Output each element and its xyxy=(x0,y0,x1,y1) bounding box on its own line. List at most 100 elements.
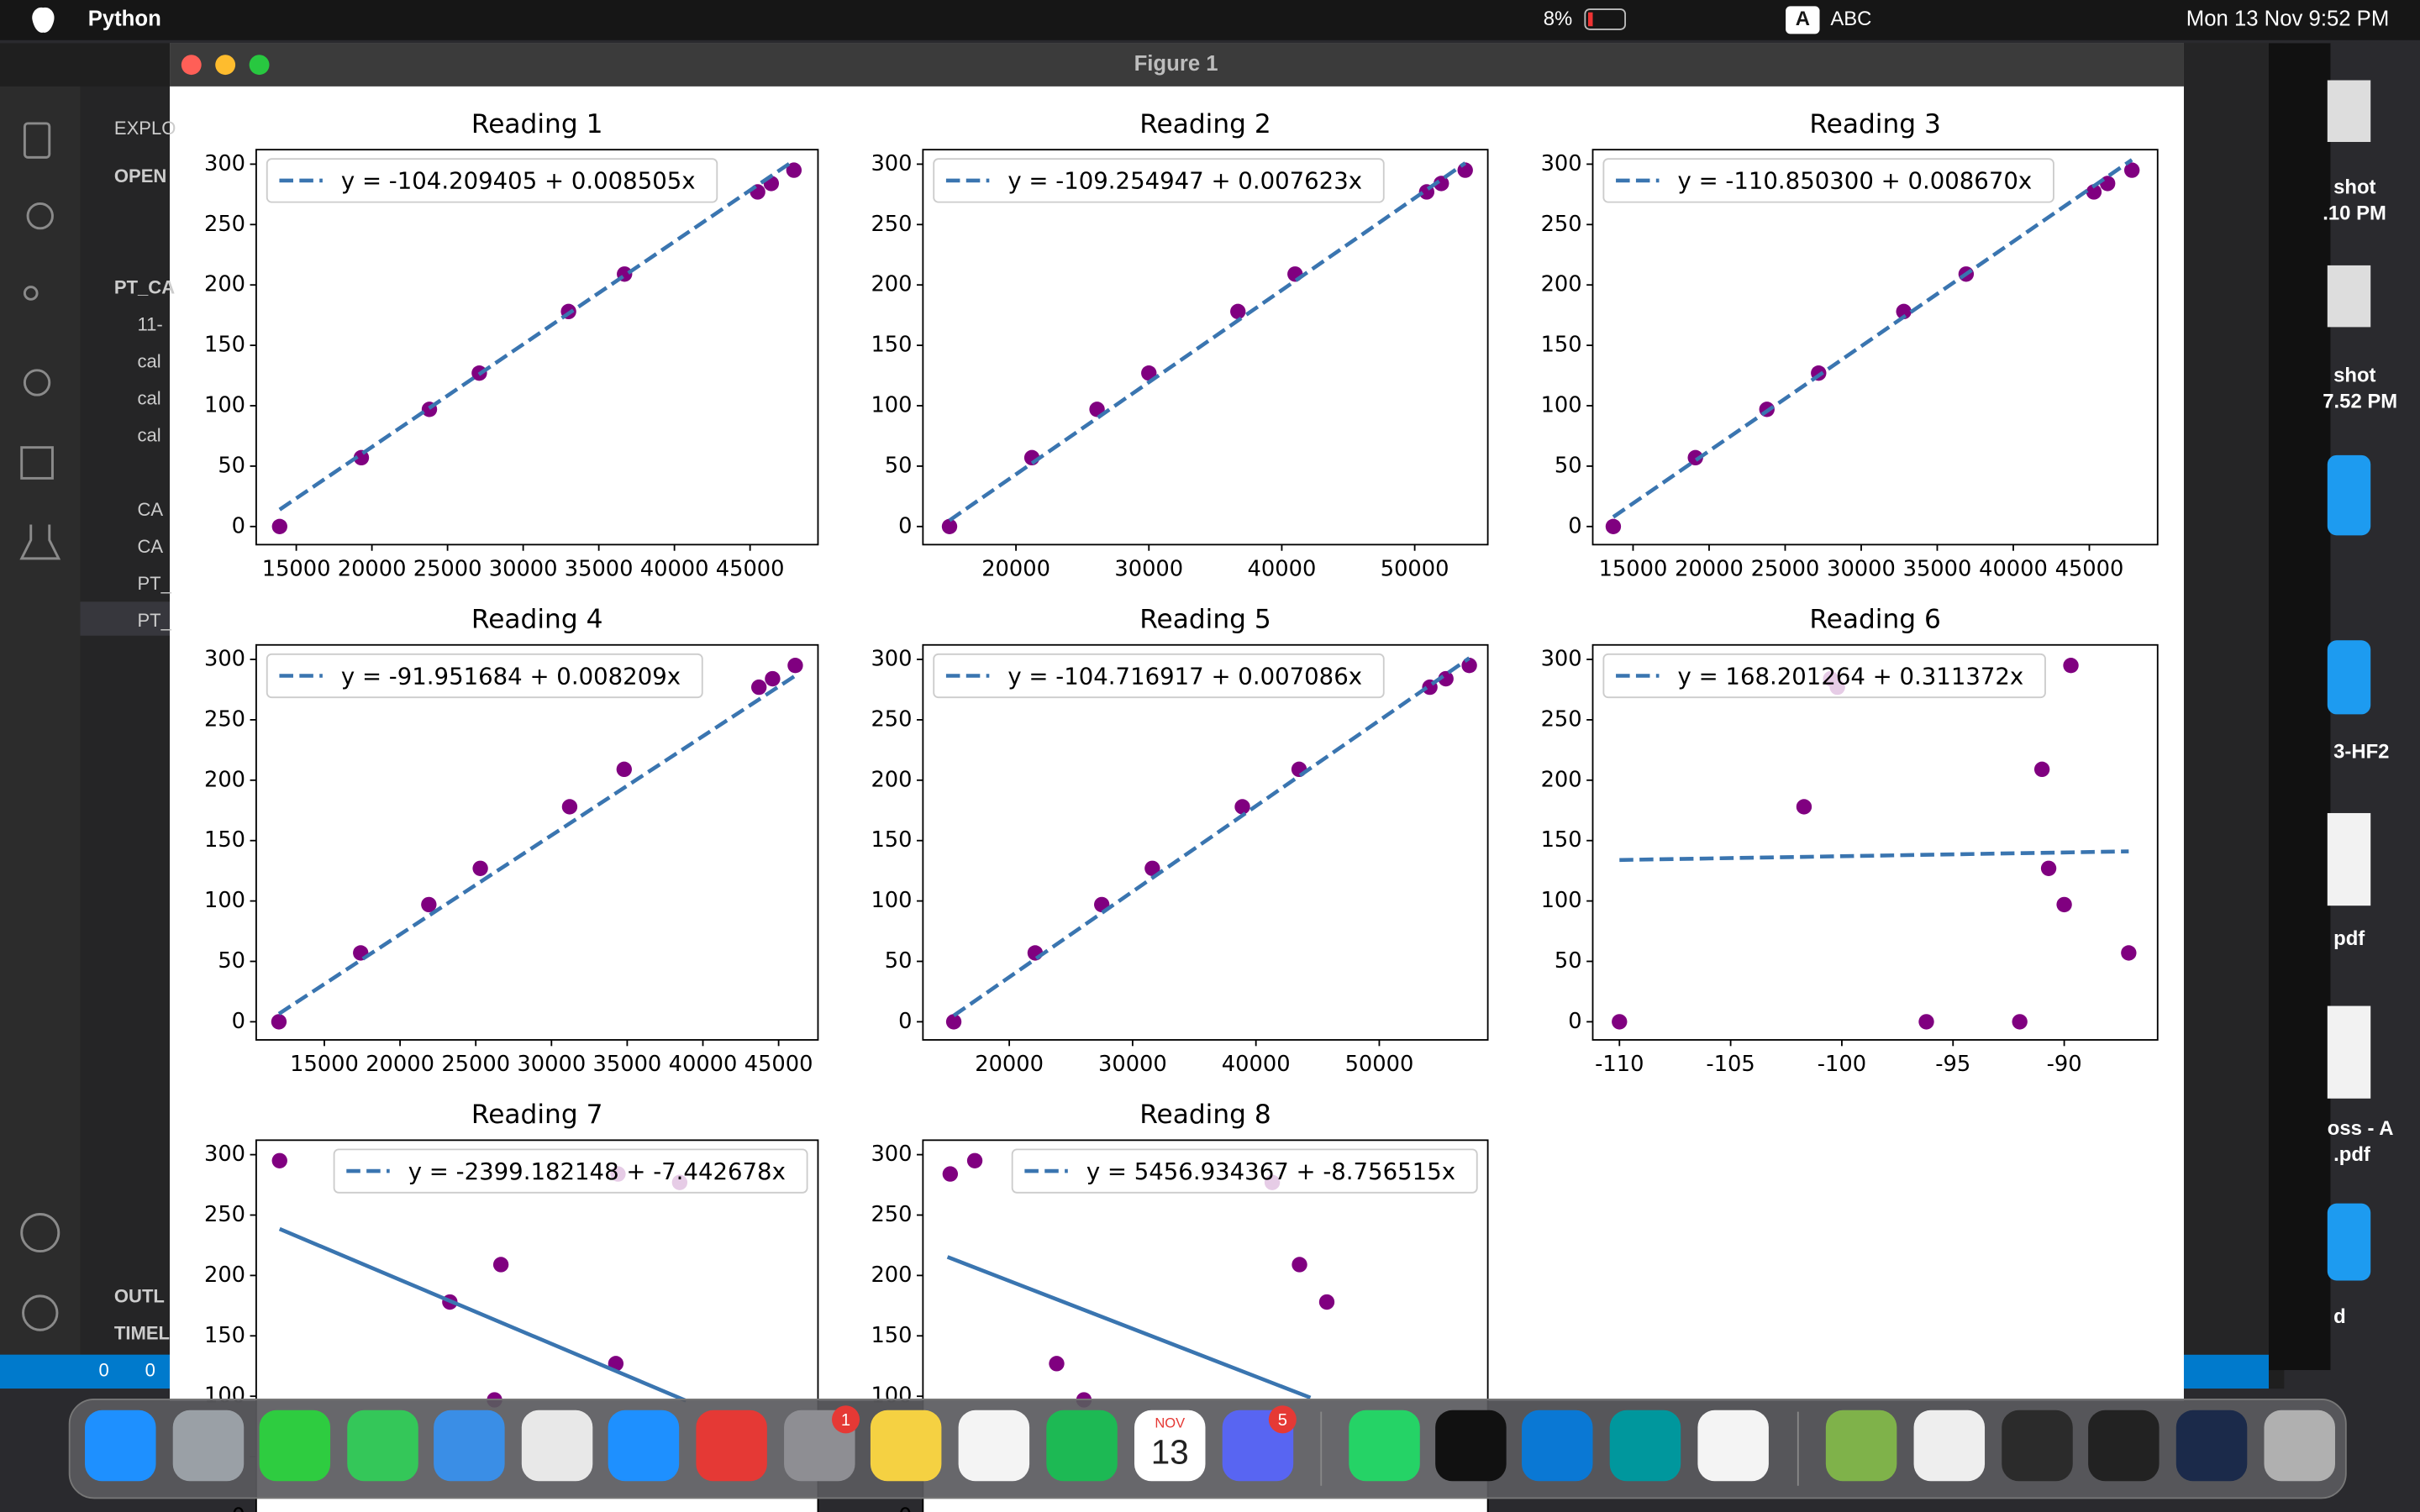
fit-line xyxy=(278,159,796,512)
sidebar-item[interactable]: PT_CA xyxy=(114,276,175,297)
dock-icon[interactable] xyxy=(696,1410,767,1482)
sidebar-item[interactable]: PT_ xyxy=(137,573,171,594)
dock-icon[interactable] xyxy=(608,1410,680,1482)
desktop-label[interactable]: .10 PM xyxy=(2323,202,2386,225)
input-badge-label: A xyxy=(1796,8,1810,30)
desktop-label[interactable]: .pdf xyxy=(2333,1143,2370,1166)
dock-icon[interactable] xyxy=(1046,1410,1118,1482)
y-tick-label: 300 xyxy=(204,151,245,176)
dock-icon[interactable] xyxy=(958,1410,1030,1482)
dock-icon[interactable] xyxy=(1609,1410,1681,1482)
dock-icon[interactable] xyxy=(1522,1410,1593,1482)
x-tick-label: 40000 xyxy=(1248,556,1317,581)
x-tick-label: 40000 xyxy=(1979,556,2048,581)
minimize-button[interactable] xyxy=(215,55,236,76)
desktop-label[interactable]: pdf xyxy=(2333,927,2365,950)
desktop-label[interactable]: oss - A xyxy=(2328,1117,2394,1140)
y-tick-label: 250 xyxy=(204,212,245,237)
x-tick-label: 30000 xyxy=(1098,1052,1167,1077)
y-tick-label: 0 xyxy=(898,1504,912,1512)
data-point xyxy=(1687,449,1703,466)
dock-icon[interactable] xyxy=(2175,1410,2248,1482)
x-tick-label: 45000 xyxy=(2055,556,2124,581)
desktop-label[interactable]: 3-HF2 xyxy=(2333,741,2389,764)
data-point xyxy=(1230,303,1246,320)
dock-icon[interactable] xyxy=(434,1410,505,1482)
data-point xyxy=(1291,761,1307,778)
desktop-label[interactable]: shot xyxy=(2333,364,2375,386)
dock-icon[interactable] xyxy=(1913,1410,1986,1482)
legend-label: y = -110.850300 + 0.008670x xyxy=(1678,168,2033,195)
data-point xyxy=(966,1152,983,1168)
sidebar-item[interactable]: EXPLO xyxy=(114,118,176,139)
desktop-label[interactable]: shot xyxy=(2333,176,2375,198)
dock-icon[interactable] xyxy=(347,1410,418,1482)
dock-icon[interactable] xyxy=(2264,1410,2335,1482)
y-tick-label: 300 xyxy=(204,647,245,672)
close-button[interactable] xyxy=(181,55,202,76)
dock-icon[interactable] xyxy=(870,1410,942,1482)
y-tick-label: 250 xyxy=(1541,706,1582,732)
data-point xyxy=(945,1014,962,1030)
dock-icon[interactable] xyxy=(1134,1410,1206,1482)
dock-icon[interactable] xyxy=(1825,1410,1897,1482)
x-tick-label: 40000 xyxy=(1222,1052,1291,1077)
dock-icon[interactable] xyxy=(259,1410,331,1482)
subplot: Reading 1 0 50 100 150 200 250 300 15000 20000 250… xyxy=(204,109,819,581)
y-tick-label: 100 xyxy=(204,888,245,913)
y-tick-label: 150 xyxy=(204,333,245,358)
dock-icon[interactable] xyxy=(1697,1410,1769,1482)
sidebar-item[interactable]: CA xyxy=(137,499,163,520)
y-tick-label: 0 xyxy=(1568,1009,1581,1034)
dock-icon[interactable] xyxy=(1349,1410,1420,1482)
desktop-label[interactable]: 7.52 PM xyxy=(2323,391,2397,413)
y-tick-label: 200 xyxy=(204,767,245,792)
dock-icon[interactable] xyxy=(2002,1410,2073,1482)
subplot-title: Reading 2 xyxy=(1139,109,1271,139)
x-tick-label: -110 xyxy=(1595,1052,1644,1077)
sidebar-item[interactable]: 11- xyxy=(137,313,162,334)
input-badge[interactable] xyxy=(1786,6,1820,34)
app-name[interactable]: Python xyxy=(88,8,161,31)
apple-logo[interactable] xyxy=(32,7,55,33)
sidebar-item[interactable]: cal xyxy=(137,388,160,409)
x-tick-label: 15000 xyxy=(290,1052,359,1077)
legend-label: y = -91.951684 + 0.008209x xyxy=(341,663,681,690)
sidebar-item[interactable]: cal xyxy=(137,350,160,371)
battery-icon[interactable] xyxy=(1584,8,1626,30)
zoom-button[interactable] xyxy=(249,55,270,76)
subplot-title: Reading 7 xyxy=(471,1100,603,1130)
data-point xyxy=(787,658,803,674)
dock-icon[interactable] xyxy=(1435,1410,1507,1482)
dock-icon[interactable] xyxy=(85,1410,156,1482)
file-icon xyxy=(2327,80,2371,142)
desktop-label[interactable]: d xyxy=(2333,1305,2346,1328)
y-tick-label: 250 xyxy=(204,1202,245,1227)
folder-icon xyxy=(2327,454,2371,536)
dock-icon[interactable] xyxy=(521,1410,593,1482)
sidebar-item[interactable]: CA xyxy=(137,536,163,557)
icon-debug xyxy=(23,369,51,396)
x-tick-label: 25000 xyxy=(413,556,482,581)
folder-icon xyxy=(2327,1203,2371,1281)
sidebar-item[interactable]: cal xyxy=(137,425,160,446)
clock[interactable]: Mon 13 Nov 9:52 PM xyxy=(2186,8,2389,31)
sidebar-item[interactable]: PT_ xyxy=(137,610,171,631)
x-tick-label: 30000 xyxy=(489,556,558,581)
sidebar-item[interactable]: OUTL xyxy=(114,1286,165,1307)
data-point xyxy=(561,799,578,815)
input-source[interactable]: ABC xyxy=(1830,8,1871,30)
dock-icon[interactable] xyxy=(2088,1410,2160,1482)
data-point xyxy=(616,761,632,778)
y-tick-label: 200 xyxy=(1541,272,1582,297)
error-count[interactable]: 0 xyxy=(99,1360,109,1381)
data-point xyxy=(2012,1014,2028,1030)
editor-right xyxy=(2183,43,2269,1355)
legend: y = -104.209405 + 0.008505x xyxy=(266,158,718,203)
legend: y = 168.201264 + 0.311372x xyxy=(1602,653,2046,699)
sidebar-item[interactable]: TIMEL xyxy=(114,1323,170,1344)
sidebar-item[interactable]: OPEN xyxy=(114,165,166,186)
x-tick-label: 35000 xyxy=(593,1052,662,1077)
dock-icon[interactable] xyxy=(172,1410,245,1482)
warning-count[interactable]: 0 xyxy=(145,1360,155,1381)
